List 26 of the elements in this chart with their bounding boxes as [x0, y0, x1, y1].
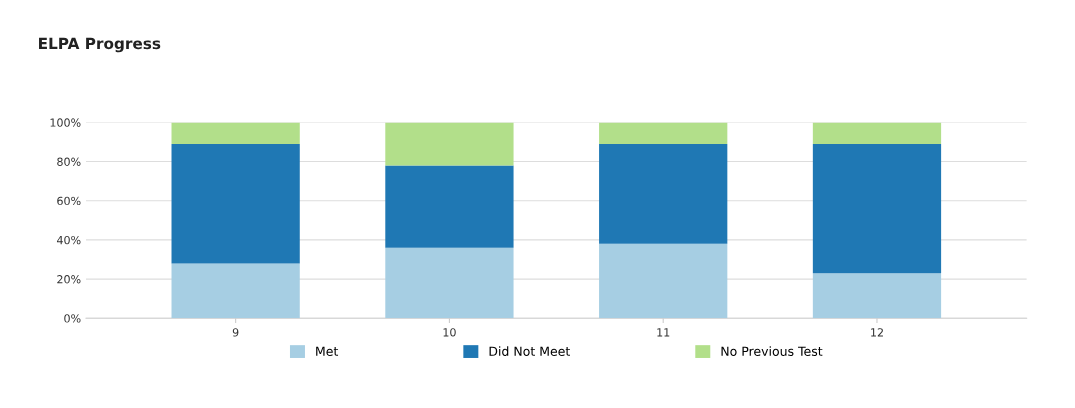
bar	[812, 143, 942, 274]
x-tick-label: 11	[657, 328, 670, 337]
y-tick-label: 100%	[50, 118, 81, 127]
legend-label: No Previous Test	[721, 346, 823, 356]
legend-label: Met	[316, 346, 339, 356]
bar	[385, 247, 514, 319]
bar	[812, 122, 942, 144]
bar	[812, 273, 942, 319]
x-tick-label: 9	[232, 328, 239, 337]
chart-title: ELPA Progress	[39, 37, 161, 53]
legend-label: Did Not Meet	[489, 346, 570, 356]
bar	[385, 165, 514, 248]
bar	[599, 143, 728, 244]
y-tick-label: 80%	[57, 157, 81, 166]
bar	[385, 122, 514, 166]
bar	[171, 143, 300, 264]
y-tick-label: 60%	[57, 196, 81, 206]
bar	[599, 243, 728, 319]
x-tick-label: 12	[871, 328, 883, 337]
bar	[599, 122, 728, 144]
bar	[171, 263, 300, 319]
y-tick-label: 0%	[64, 314, 81, 323]
bar	[171, 122, 300, 144]
y-tick-label: 20%	[57, 275, 81, 284]
y-tick-label: 40%	[56, 235, 81, 245]
x-tick-label: 10	[443, 328, 456, 337]
